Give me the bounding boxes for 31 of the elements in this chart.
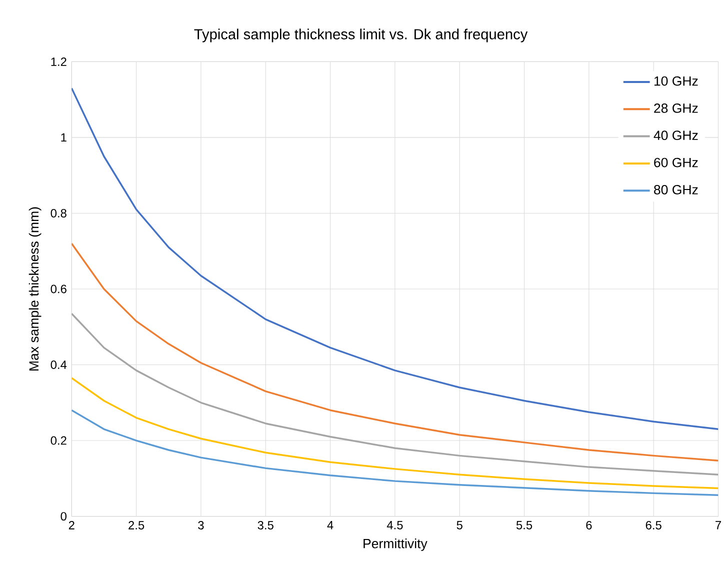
y-axis-title: Max sample thickness (mm) — [28, 207, 42, 370]
x-tick-label: 5.5 — [516, 521, 532, 530]
x-tick-label: 2.5 — [128, 521, 144, 530]
line-series — [72, 87, 718, 430]
x-tick-label: 3 — [198, 521, 204, 530]
x-tick-label: 4 — [327, 521, 334, 530]
legend-label: 28 GHz — [654, 104, 698, 113]
y-tick-label: 0.2 — [50, 436, 66, 445]
line-series — [72, 242, 718, 462]
x-axis-title: Permittivity — [364, 538, 428, 551]
x-tick-label: 2 — [68, 521, 74, 530]
x-tick-label: 4.5 — [386, 521, 403, 530]
legend-label: 10 GHz — [654, 76, 698, 86]
line-series — [72, 409, 718, 496]
x-tick-label: 6.5 — [646, 521, 662, 530]
line-series — [72, 312, 718, 476]
y-tick-label: 0.6 — [50, 284, 66, 294]
x-tick-label: 5 — [456, 521, 462, 530]
legend-label: 40 GHz — [654, 130, 698, 140]
legend-label: 60 GHz — [654, 158, 698, 168]
legend-label: 80 GHz — [654, 185, 698, 194]
x-tick-label: 7 — [716, 521, 721, 530]
x-tick-label: 6 — [586, 521, 592, 530]
chart-title: Typical sample thickness limit vs. Dk and frequency — [194, 28, 528, 42]
y-tick-label: 0.8 — [50, 209, 66, 218]
line-series — [72, 377, 718, 490]
y-tick-label: 0.4 — [50, 360, 67, 370]
y-tick-label: 0 — [60, 512, 66, 521]
x-tick-label: 3.5 — [258, 521, 274, 530]
y-tick-label: 1.2 — [51, 58, 66, 66]
y-tick-label: 1 — [61, 133, 66, 142]
